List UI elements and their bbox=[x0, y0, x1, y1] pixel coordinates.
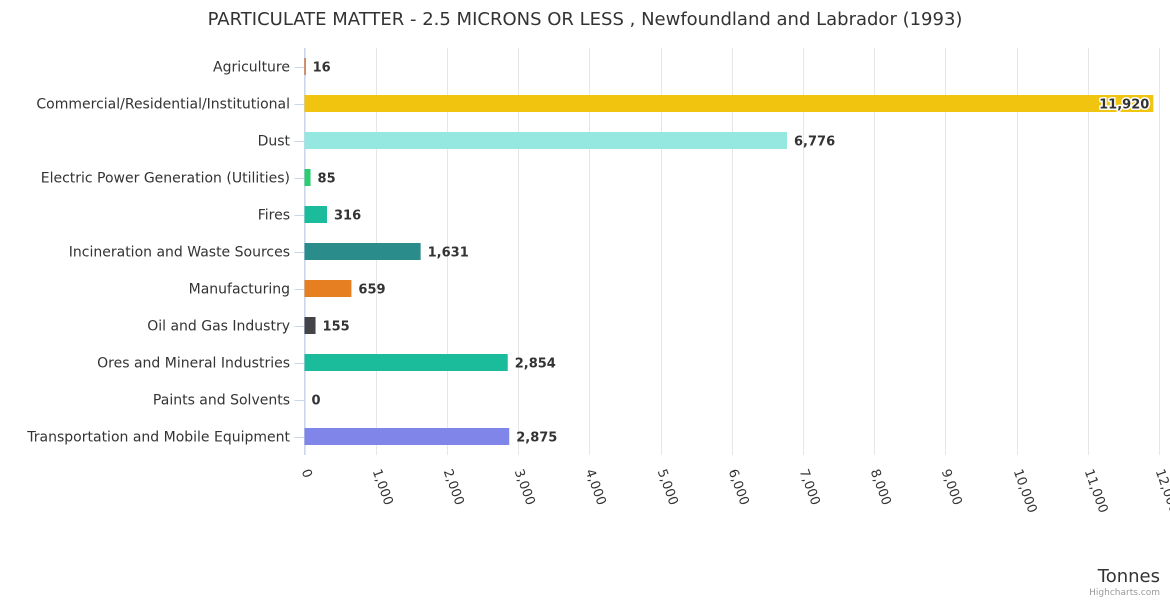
category-label: Manufacturing bbox=[189, 282, 290, 298]
category-label: Electric Power Generation (Utilities) bbox=[41, 171, 290, 187]
category-label: Oil and Gas Industry bbox=[147, 319, 290, 335]
chart-title: PARTICULATE MATTER - 2.5 MICRONS OR LESS… bbox=[208, 9, 963, 30]
category-label: Dust bbox=[258, 134, 291, 150]
x-tick-label: 9,000 bbox=[938, 467, 965, 507]
data-label: 6,776 bbox=[794, 135, 835, 150]
bar[interactable] bbox=[304, 206, 328, 223]
x-axis-ticks: 0 1,000 2,000 3,000 4,000 5,000 6,000 7,000 8,00… bbox=[298, 467, 1170, 515]
category-label: Commercial/Residential/Institutional bbox=[36, 97, 290, 113]
data-label: 16 bbox=[313, 61, 331, 76]
x-tick-label: 1,000 bbox=[369, 467, 396, 507]
category-label: Transportation and Mobile Equipment bbox=[26, 430, 290, 446]
bars bbox=[304, 58, 1154, 445]
category-label: Incineration and Waste Sources bbox=[69, 245, 290, 261]
x-axis-title: Tonnes bbox=[1097, 566, 1160, 587]
data-label: 2,875 bbox=[516, 431, 557, 446]
bar[interactable] bbox=[304, 169, 311, 186]
x-tick-label: 10,000 bbox=[1010, 467, 1040, 515]
data-label: 316 bbox=[334, 209, 361, 224]
x-tick-label: 7,000 bbox=[796, 467, 823, 507]
data-label: 11,920 bbox=[1099, 98, 1149, 113]
category-labels: Agriculture Commercial/Residential/Instit… bbox=[26, 60, 290, 446]
bar[interactable] bbox=[304, 95, 1154, 112]
x-tick-label: 8,000 bbox=[867, 467, 894, 507]
category-label: Agriculture bbox=[213, 60, 290, 76]
bar[interactable] bbox=[304, 317, 316, 334]
x-tick-label: 11,000 bbox=[1081, 467, 1111, 515]
data-label: 0 bbox=[312, 394, 321, 409]
bar[interactable] bbox=[304, 428, 510, 445]
x-tick-label: 3,000 bbox=[511, 467, 538, 507]
data-label: 1,631 bbox=[428, 246, 469, 261]
x-tick-label: 5,000 bbox=[654, 467, 681, 507]
data-label: 659 bbox=[358, 283, 385, 298]
bar[interactable] bbox=[304, 132, 788, 149]
data-label: 2,854 bbox=[515, 357, 556, 372]
category-label: Fires bbox=[258, 208, 290, 224]
data-label: 85 bbox=[318, 172, 336, 187]
category-label: Paints and Solvents bbox=[153, 393, 290, 409]
x-tick-label: 2,000 bbox=[440, 467, 467, 507]
bar[interactable] bbox=[304, 354, 508, 371]
data-labels: 16 11,920 6,776 85 316 1,631 659 155 2,854 0 2,875 bbox=[312, 61, 1151, 446]
bar[interactable] bbox=[304, 243, 421, 260]
credits-link[interactable]: Highcharts.com bbox=[1089, 588, 1160, 598]
x-tick-label: 0 bbox=[298, 467, 315, 480]
bar[interactable] bbox=[304, 280, 352, 297]
x-tick-label: 12,000 bbox=[1152, 467, 1170, 515]
data-label: 155 bbox=[323, 320, 350, 335]
bar[interactable] bbox=[304, 58, 306, 75]
category-label: Ores and Mineral Industries bbox=[97, 356, 290, 372]
x-tick-label: 6,000 bbox=[725, 467, 752, 507]
x-tick-label: 4,000 bbox=[582, 467, 609, 507]
